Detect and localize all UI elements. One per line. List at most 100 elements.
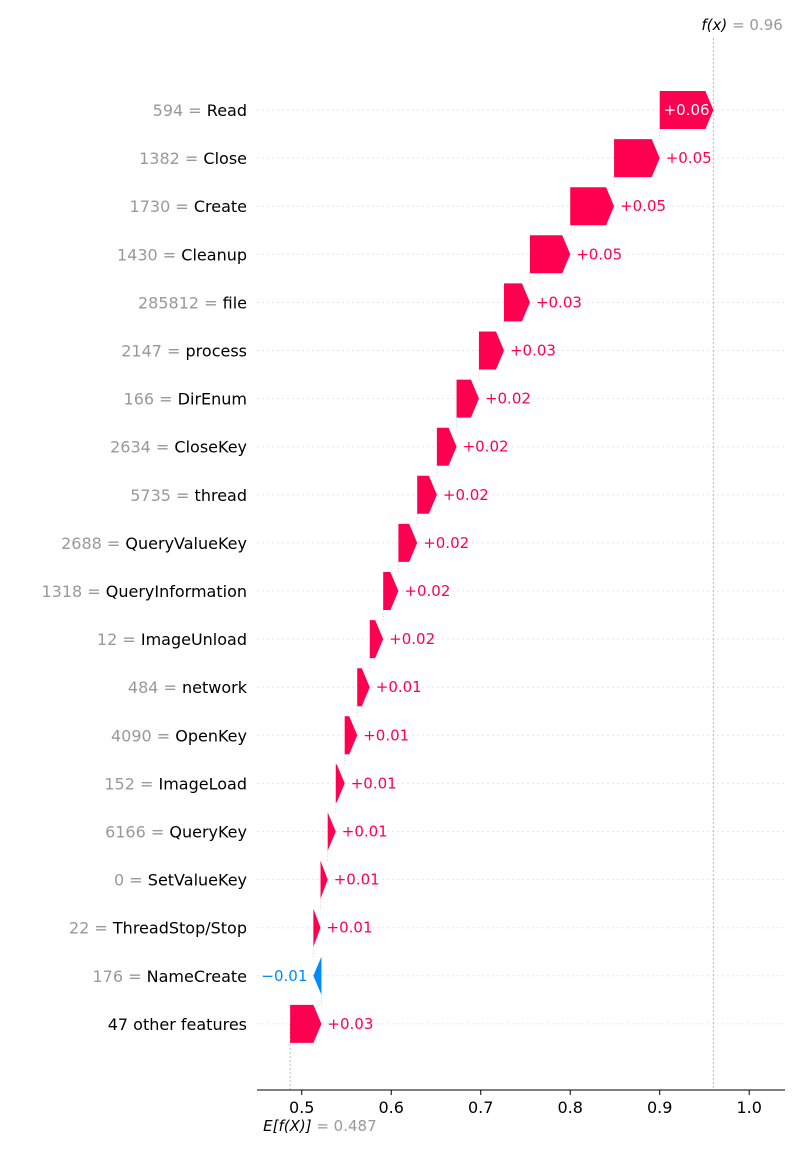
contribution-bar — [369, 620, 384, 659]
equals-sign: = — [151, 438, 175, 457]
contribution-bar — [313, 908, 321, 947]
output-value-label: f(x) = 0.96 — [701, 16, 782, 34]
feature-name: Read — [207, 101, 247, 120]
feature-label: 0 = SetValueKey — [114, 871, 247, 890]
feature-value: 1730 — [130, 197, 171, 216]
contribution-value: +0.03 — [327, 1015, 373, 1033]
feature-name: OpenKey — [175, 726, 247, 745]
contribution-value: +0.03 — [510, 342, 556, 360]
feature-name: process — [186, 342, 247, 361]
feature-value: 0 — [114, 871, 124, 890]
feature-label: 47 other features — [108, 1015, 247, 1034]
contribution-bar — [320, 860, 328, 899]
contribution-value: +0.05 — [666, 149, 712, 167]
contribution-bar — [478, 331, 504, 370]
contribution-bar — [659, 91, 714, 129]
feature-value: 152 — [104, 774, 135, 793]
feature-value: 1382 — [139, 149, 180, 168]
feature-value: 1430 — [117, 245, 158, 264]
contribution-value: +0.01 — [327, 919, 373, 937]
contribution-value: +0.02 — [423, 534, 469, 552]
equals-sign: = — [89, 919, 113, 938]
feature-value: 594 — [153, 101, 184, 120]
feature-value: 285812 — [138, 293, 199, 312]
contribution-bar — [570, 187, 615, 226]
equals-sign: = — [102, 534, 126, 553]
x-tick-label: 0.5 — [289, 1098, 314, 1117]
contribution-bar — [503, 283, 530, 322]
feature-label: 152 = ImageLoad — [104, 774, 247, 793]
contribution-value: +0.02 — [485, 390, 531, 408]
contribution-bar — [456, 379, 479, 418]
base-label: E[f(X)] — [263, 1117, 312, 1135]
row-gridlines — [257, 109, 785, 1025]
contribution-value: +0.02 — [389, 630, 435, 648]
contribution-value: +0.01 — [351, 774, 397, 792]
feature-label: 1318 = QueryInformation — [41, 582, 247, 601]
equals-sign: = — [154, 390, 178, 409]
contribution-bar — [327, 812, 336, 851]
contribution-bar — [357, 668, 370, 707]
contribution-bar — [529, 235, 571, 274]
feature-name: ImageLoad — [159, 774, 248, 793]
feature-name: QueryInformation — [106, 582, 247, 601]
contribution-value: +0.06 — [664, 101, 710, 119]
feature-value: 4090 — [111, 726, 152, 745]
contribution-bar — [335, 764, 345, 803]
feature-name: NameCreate — [147, 967, 247, 986]
feature-value: 12 — [97, 630, 117, 649]
feature-label: 166 = DirEnum — [124, 390, 247, 409]
feature-name: thread — [195, 486, 247, 505]
feature-name: DirEnum — [178, 390, 247, 409]
feature-label: 1382 = Close — [139, 149, 247, 168]
feature-name: QueryValueKey — [125, 534, 247, 553]
contribution-value: +0.05 — [576, 245, 622, 263]
feature-value: 166 — [124, 390, 155, 409]
feature-labels: 594 = Read 1382 = Close 1730 = Create 1430 … — [41, 101, 247, 1034]
equals-sign: = — [180, 149, 204, 168]
feature-label: 2147 = process — [121, 342, 247, 361]
equals-sign: = — [199, 293, 223, 312]
equals-sign: = — [171, 486, 195, 505]
feature-label: 1430 = Cleanup — [117, 245, 247, 264]
feature-value: 2634 — [110, 438, 151, 457]
feature-label: 2688 = QueryValueKey — [61, 534, 247, 553]
x-tick-label: 1.0 — [736, 1098, 761, 1117]
feature-value: 1318 — [41, 582, 82, 601]
output-label: f(x) — [701, 16, 727, 34]
x-axis: 0.5 0.6 0.7 0.8 0.9 1.0 — [257, 1089, 785, 1117]
feature-label: 6166 = QueryKey — [105, 823, 247, 842]
contribution-bar — [614, 139, 660, 178]
equals-sign: = — [82, 582, 106, 601]
feature-label: 176 = NameCreate — [93, 967, 248, 986]
feature-name: ImageUnload — [141, 630, 247, 649]
feature-name: file — [223, 293, 247, 312]
contribution-value: −0.01 — [261, 967, 307, 985]
feature-name: network — [182, 678, 248, 697]
contribution-value: +0.05 — [620, 197, 666, 215]
feature-name: CloseKey — [174, 438, 247, 457]
contribution-value: +0.02 — [443, 486, 489, 504]
feature-value: 2688 — [61, 534, 102, 553]
reference-lines — [289, 38, 714, 1090]
equals-sign: = — [135, 774, 159, 793]
feature-name: Cleanup — [181, 245, 247, 264]
base-value: = 0.487 — [316, 1117, 376, 1135]
feature-label: 12 = ImageUnload — [97, 630, 247, 649]
x-tick-label: 0.9 — [647, 1098, 672, 1117]
equals-sign: = — [152, 726, 176, 745]
contribution-bar — [290, 1004, 322, 1043]
feature-label: 2634 = CloseKey — [110, 438, 247, 457]
equals-sign: = — [170, 197, 194, 216]
feature-name: QueryKey — [169, 823, 247, 842]
feature-value: 2147 — [121, 342, 162, 361]
equals-sign: = — [117, 630, 141, 649]
feature-value: 176 — [93, 967, 124, 986]
feature-label: 594 = Read — [153, 101, 247, 120]
contribution-bar — [383, 572, 399, 610]
feature-name: 47 other features — [108, 1015, 247, 1034]
contribution-bar — [313, 956, 322, 995]
equals-sign: = — [158, 678, 182, 697]
x-tick-label: 0.7 — [468, 1098, 493, 1117]
